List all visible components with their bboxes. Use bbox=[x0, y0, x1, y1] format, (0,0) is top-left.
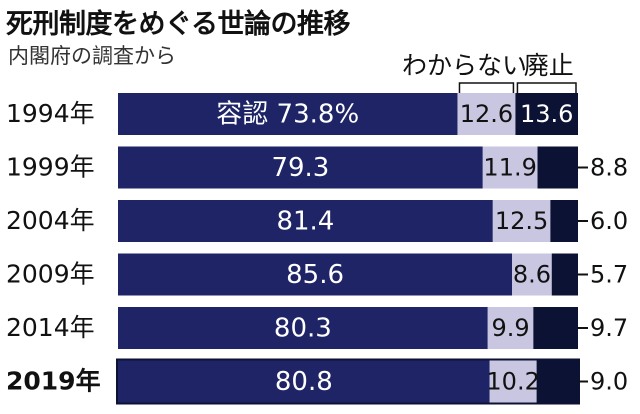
bar-segment-abolish bbox=[550, 200, 578, 242]
data-label-support: 80.8 bbox=[275, 367, 333, 397]
bar-segment-support bbox=[118, 146, 483, 189]
data-label-abolish: 5.7 bbox=[590, 261, 628, 289]
data-label-unknown: 12.5 bbox=[495, 207, 548, 235]
bar-segment-abolish bbox=[533, 307, 578, 349]
data-label-abolish: 8.8 bbox=[590, 154, 628, 182]
bar-segment-unknown bbox=[482, 146, 538, 189]
legend-bracket-unknown bbox=[458, 82, 515, 93]
chart-subtitle: 内閣府の調査から bbox=[8, 44, 176, 68]
legend-label-unknown: わからない bbox=[402, 51, 527, 80]
category-label: 2009年 bbox=[6, 260, 95, 289]
legend-bracket-abolish bbox=[516, 82, 577, 93]
chart-title: 死刑制度をめぐる世論の推移 bbox=[6, 9, 350, 40]
bar-segment-unknown bbox=[492, 200, 551, 242]
bar-segment-abolish bbox=[536, 360, 578, 403]
category-label: 1994年 bbox=[6, 99, 95, 128]
bar-segment-abolish bbox=[515, 93, 578, 135]
data-label-support: 81.4 bbox=[276, 207, 334, 237]
bar-segment-support bbox=[118, 93, 458, 135]
bar-segment-abolish bbox=[551, 253, 578, 296]
data-label-support: 85.6 bbox=[286, 260, 344, 290]
data-label-unknown: 10.2 bbox=[486, 368, 539, 396]
data-label-unknown: 8.6 bbox=[513, 261, 551, 289]
category-label: 1999年 bbox=[6, 153, 95, 182]
bar-segment-unknown bbox=[512, 253, 552, 296]
bar-segment-unknown bbox=[487, 307, 534, 349]
bar-segment-support bbox=[118, 307, 488, 349]
bar-segment-unknown bbox=[489, 360, 537, 403]
bar-segment-support bbox=[118, 253, 513, 296]
data-label-abolish: 6.0 bbox=[590, 207, 628, 235]
bar-segment-support bbox=[118, 200, 493, 242]
data-label-abolish: 9.0 bbox=[590, 368, 628, 396]
legend-label-abolish: 廃止 bbox=[524, 51, 574, 80]
bar-segment-unknown bbox=[457, 93, 516, 135]
category-label: 2014年 bbox=[6, 313, 95, 342]
category-label: 2019年 bbox=[6, 367, 101, 396]
bar-segment-abolish bbox=[537, 146, 578, 189]
data-label-support: 容認 73.8% bbox=[216, 100, 359, 130]
data-label-support: 79.3 bbox=[271, 153, 329, 183]
data-label-support: 80.3 bbox=[274, 314, 332, 344]
bar-segment-support bbox=[118, 360, 490, 403]
data-label-unknown: 11.9 bbox=[483, 154, 536, 182]
data-label-abolish: 9.7 bbox=[590, 314, 628, 342]
category-label: 2004年 bbox=[6, 206, 95, 235]
data-label-unknown: 9.9 bbox=[491, 314, 529, 342]
data-label-abolish: 13.6 bbox=[520, 100, 573, 128]
data-label-unknown: 12.6 bbox=[460, 100, 513, 128]
